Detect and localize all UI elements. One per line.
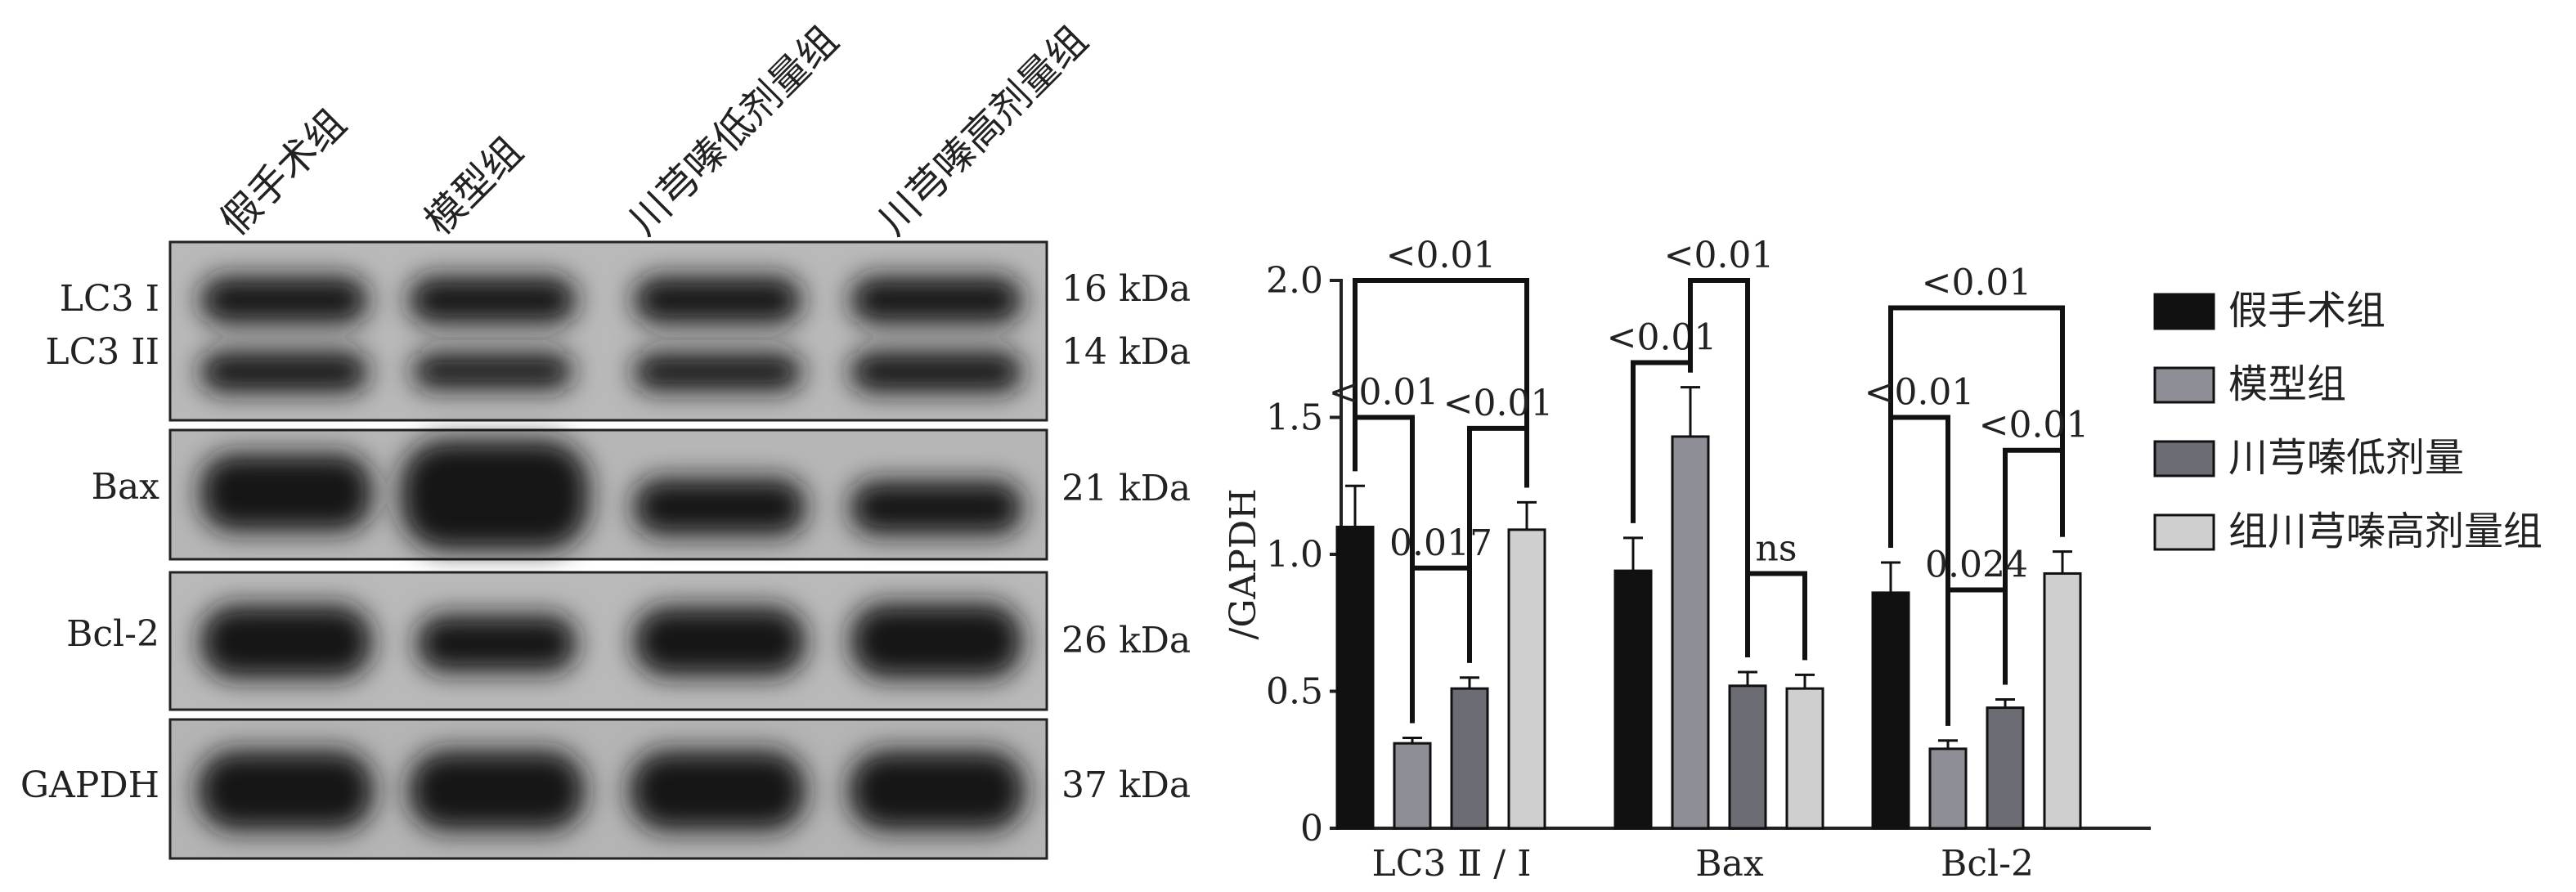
y-tick-label: 0 xyxy=(1300,808,1323,849)
significance-label: <0.01 xyxy=(1607,317,1717,359)
kda-label: 37 kDa xyxy=(1061,764,1191,806)
lane-label: 假手术组 xyxy=(212,101,355,244)
kda-label: 14 kDa xyxy=(1061,331,1191,373)
significance-bracket xyxy=(1410,565,1472,724)
band xyxy=(634,276,801,324)
band xyxy=(200,276,368,324)
significance-label: 0.017 xyxy=(1389,522,1492,564)
blot-panel-bcl2: Bcl-2 26 kDa xyxy=(66,571,1191,711)
row-label: LC3 I xyxy=(60,278,159,320)
kda-label: 16 kDa xyxy=(1061,268,1191,310)
bar xyxy=(1928,747,1968,830)
significance-label: <0.01 xyxy=(1443,383,1554,424)
bar xyxy=(1507,528,1546,830)
significance-label: <0.01 xyxy=(1865,372,1975,414)
western-blot: 假手术组 模型组 川芎嗪低剂量组 川芎嗪高剂量组 LC3 I LC3 II 16… xyxy=(20,17,1191,860)
significance-bracket xyxy=(1467,425,1529,663)
row-label: LC3 II xyxy=(45,331,159,373)
band xyxy=(200,454,372,531)
bar xyxy=(1728,684,1767,830)
bar xyxy=(2043,572,2082,830)
significance-bracket xyxy=(2003,447,2065,685)
band xyxy=(200,605,372,679)
band xyxy=(634,353,801,391)
x-tick-label: LC3 Ⅱ / Ⅰ xyxy=(1372,843,1532,885)
legend-swatch xyxy=(2153,440,2215,477)
blot-panel-gapdh: GAPDH 37 kDa xyxy=(20,718,1191,860)
legend-swatch xyxy=(2153,513,2215,551)
significance-label: <0.01 xyxy=(1979,405,2089,446)
bar xyxy=(1871,591,1910,830)
y-tick-label: 2.0 xyxy=(1266,260,1323,302)
band xyxy=(409,276,577,324)
band xyxy=(198,751,374,831)
band xyxy=(409,751,585,831)
band xyxy=(850,276,1022,324)
band xyxy=(200,352,368,392)
band xyxy=(401,440,589,550)
bar xyxy=(1335,526,1375,830)
band xyxy=(850,352,1022,392)
y-tick-label: 0.5 xyxy=(1266,671,1323,713)
significance-bracket xyxy=(1945,587,2008,726)
significance-bracket xyxy=(1888,415,1950,726)
y-tick-label: 1.0 xyxy=(1266,534,1323,576)
significance-bracket xyxy=(1688,278,1750,658)
lane-label: 川芎嗪低剂量组 xyxy=(621,17,847,244)
lane-labels: 假手术组 模型组 川芎嗪低剂量组 川芎嗪高剂量组 xyxy=(212,17,1097,244)
band xyxy=(413,353,572,389)
blot-panel-lc3: LC3 I LC3 II 16 kDa 14 kDa xyxy=(45,240,1191,422)
band xyxy=(634,607,806,676)
band xyxy=(850,603,1022,679)
y-axis-label: /GAPDH xyxy=(1223,488,1264,639)
row-label: Bcl-2 xyxy=(66,613,159,655)
significance-bracket xyxy=(1353,278,1529,488)
bar xyxy=(1393,742,1432,830)
band xyxy=(634,478,806,536)
bar xyxy=(1785,687,1824,830)
significance-bracket xyxy=(1745,571,1807,661)
row-label: Bax xyxy=(92,466,160,508)
x-tick-label: Bcl-2 xyxy=(1941,843,2034,885)
lane-label: 模型组 xyxy=(416,128,532,244)
significance-annotations: <0.01<0.01 <0.010.017<0.01<0.01ns<0.01<0.… xyxy=(1329,235,2089,726)
kda-label: 21 kDa xyxy=(1061,468,1191,509)
significance-label: <0.01 xyxy=(1329,372,1439,414)
legend-swatch xyxy=(2153,293,2215,330)
band xyxy=(630,751,806,831)
y-tick-label: 1.5 xyxy=(1266,397,1323,439)
kda-label: 26 kDa xyxy=(1061,620,1191,661)
significance-label: <0.01 xyxy=(1386,235,1497,276)
band xyxy=(417,615,577,672)
bar xyxy=(1613,569,1653,830)
lane-label: 川芎嗪高剂量组 xyxy=(870,17,1097,244)
bars xyxy=(1335,386,2082,830)
significance-label: <0.01 xyxy=(1664,235,1775,276)
bar xyxy=(1671,435,1710,830)
legend-label: 组川芎嗪高剂量组 xyxy=(2228,509,2542,554)
significance-label: 0.024 xyxy=(1925,545,2028,586)
bar xyxy=(1450,687,1489,830)
significance-label: <0.01 xyxy=(1922,262,2032,304)
blot-panel-bax: Bax 21 kDa xyxy=(92,428,1191,561)
row-label: GAPDH xyxy=(20,764,159,806)
legend-label: 川芎嗪低剂量 xyxy=(2228,435,2464,481)
legend-label: 假手术组 xyxy=(2228,288,2385,334)
bar xyxy=(1986,706,2025,830)
bar-chart: /GAPDH 0 0.5 1.0 1.5 2.0 LC3 Ⅱ / Ⅰ Bax Bcl-2 <0… xyxy=(1223,235,2542,885)
legend-label: 模型组 xyxy=(2228,361,2346,407)
band xyxy=(850,481,1022,535)
significance-label: ns xyxy=(1756,527,1797,569)
x-tick-label: Bax xyxy=(1695,843,1764,885)
band xyxy=(849,751,1025,831)
legend-swatch xyxy=(2153,366,2215,404)
